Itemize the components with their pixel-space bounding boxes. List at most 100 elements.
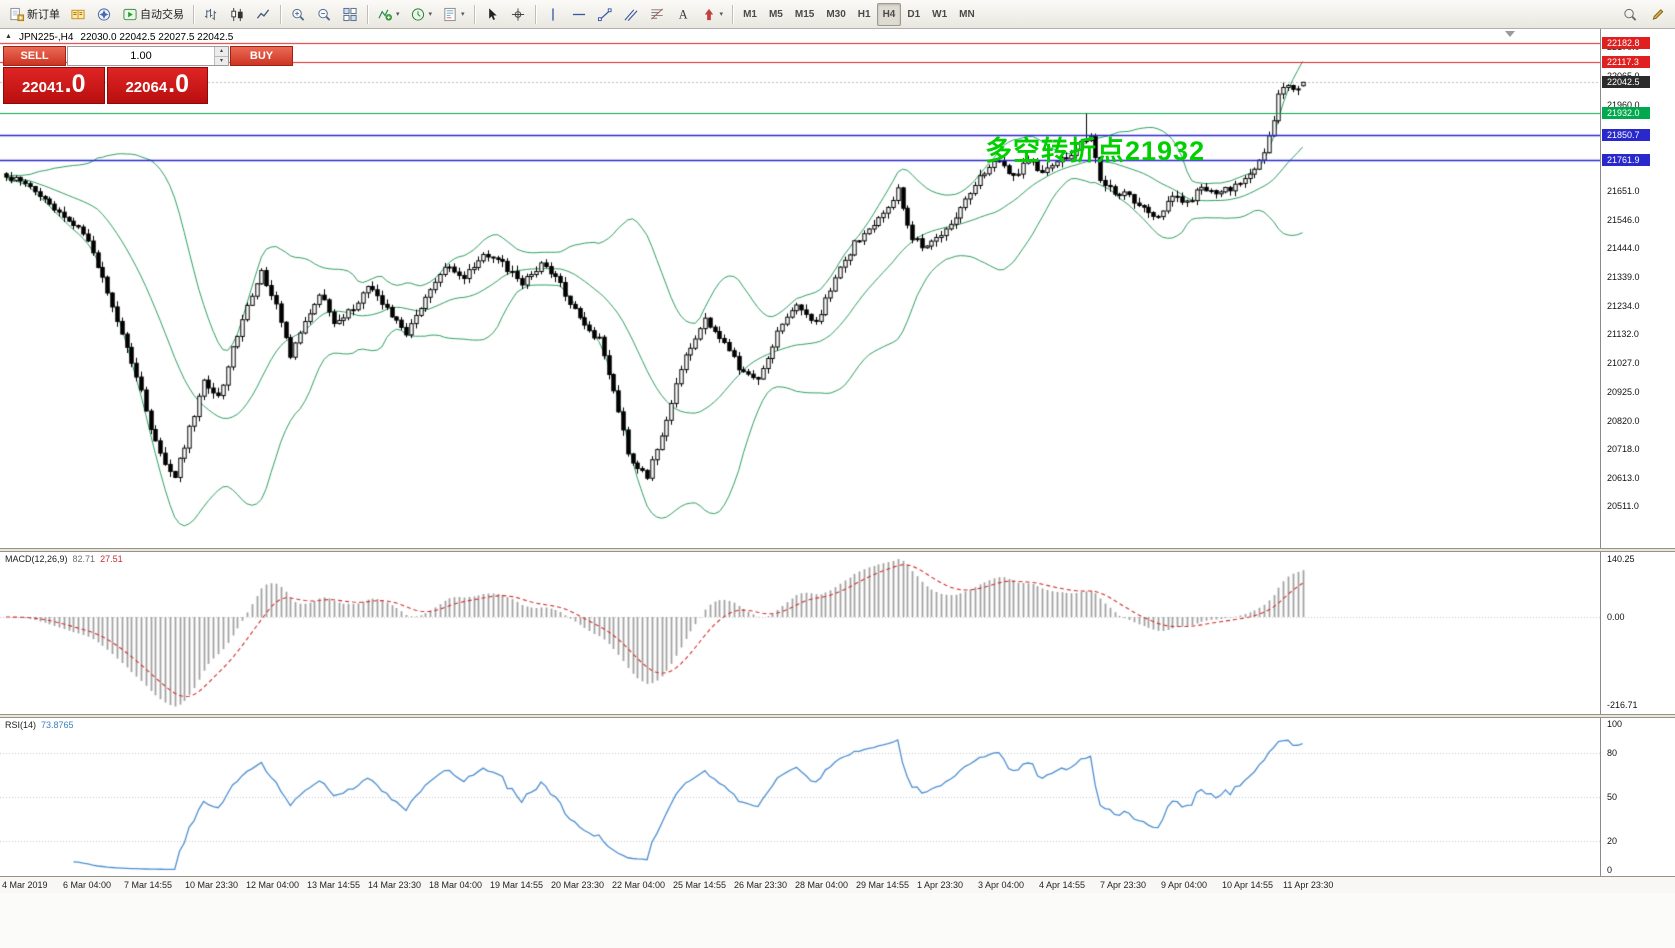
timeframe-m5[interactable]: M5 [768, 8, 783, 20]
vertical-line-button[interactable] [540, 3, 566, 26]
rsi-axis[interactable]: 100 80 50 20 0 [1600, 718, 1675, 876]
cursor-icon [484, 7, 500, 22]
chart-ohlc-values: 22030.0 22042.5 22027.5 22042.5 [80, 32, 234, 43]
bid-price[interactable]: 22041 .0 [3, 67, 105, 104]
time-label: 14 Mar 23:30 [368, 880, 422, 890]
timeframe-h4[interactable]: H4 [876, 2, 902, 26]
volume-input[interactable] [68, 47, 214, 65]
price-tick: 21444.0 [1607, 242, 1640, 253]
rsi-canvas[interactable] [0, 718, 1600, 876]
channel-button[interactable] [618, 3, 644, 26]
level-badge-pivot: 21932.0 [1602, 106, 1650, 119]
window-bottom-area [0, 893, 1675, 948]
fibonacci-button[interactable] [644, 3, 670, 26]
templates-button[interactable]: ▾ [437, 3, 470, 26]
timeframe-h1[interactable]: H1 [857, 8, 871, 20]
market-watch-icon [70, 7, 86, 22]
chart-shift-marker[interactable] [1505, 31, 1515, 37]
volume-up-icon[interactable]: ▴ [215, 47, 228, 57]
zoom-out-button[interactable] [311, 3, 337, 26]
rsi-scale-label: 80 [1607, 748, 1618, 759]
tile-windows-button[interactable] [337, 3, 363, 26]
crosshair-button[interactable] [505, 3, 531, 26]
market-watch-button[interactable] [65, 3, 91, 26]
time-label: 7 Apr 23:30 [1100, 880, 1147, 890]
price-tick: 21339.0 [1607, 272, 1640, 282]
timeframe-m30[interactable]: M30 [826, 8, 846, 20]
text-icon: A [675, 7, 691, 22]
indicators-button[interactable]: ▾ [372, 3, 405, 26]
zoom-in-icon [290, 7, 306, 22]
macd-panel: MACD(12,26,9) 82.71 27.51 140.25 0.00 -216… [0, 552, 1675, 714]
search-button[interactable] [1617, 3, 1643, 26]
timeframe-m1[interactable]: M1 [743, 8, 757, 20]
rsi-name: RSI(14) [5, 720, 37, 730]
time-label: 13 Mar 14:55 [307, 880, 361, 890]
zoom-in-button[interactable] [285, 3, 311, 26]
candlestick-chart-button[interactable] [224, 3, 250, 26]
time-label: 20 Mar 23:30 [551, 880, 605, 890]
sell-button[interactable]: SELL [3, 46, 66, 66]
macd-value: 82.71 [72, 554, 96, 564]
ask-price[interactable]: 22064 .0 [106, 67, 208, 104]
timeframe-m15[interactable]: M15 [794, 8, 815, 20]
time-axis[interactable]: 4 Mar 2019 6 Mar 04:00 7 Mar 14:55 10 Mar 2… [0, 876, 1675, 893]
navigator-button[interactable] [91, 3, 117, 26]
pencil-icon [1650, 7, 1666, 22]
timeframe-mn[interactable]: MN [959, 8, 975, 20]
new-order-button[interactable]: 新订单 [4, 3, 65, 26]
macd-axis[interactable]: 140.25 0.00 -216.71 [1600, 552, 1675, 714]
price-tick: 21132.0 [1607, 329, 1639, 340]
time-label: 12 Mar 04:00 [246, 880, 300, 890]
toolbar-separator [473, 4, 475, 24]
volume-down-icon[interactable]: ▾ [215, 56, 228, 65]
time-label: 10 Mar 23:30 [185, 880, 239, 890]
bars-icon [203, 7, 219, 22]
chart-window: ▲ JPN225-,H4 22030.0 22042.5 22027.5 220… [0, 29, 1675, 948]
bid-pips: .0 [64, 70, 86, 98]
buy-button[interactable]: BUY [230, 46, 293, 66]
one-click-toggle-icon[interactable]: ▲ [5, 33, 12, 40]
rsi-scale-label: 20 [1607, 835, 1618, 846]
arrows-button[interactable]: ▾ [696, 3, 729, 26]
price-axis[interactable]: 22170.022065.021960.021855.021750.021651… [1600, 29, 1675, 548]
cursor-button[interactable] [479, 3, 505, 26]
indicators-icon [377, 7, 393, 22]
price-tick: 22065.0 [1607, 71, 1640, 81]
price-tick: 20511.0 [1607, 501, 1639, 512]
trendline-icon [597, 7, 613, 22]
macd-canvas[interactable] [0, 552, 1600, 714]
toolbar-separator [732, 4, 734, 24]
periods-button[interactable]: ▾ [405, 3, 438, 26]
price-tick: 20820.0 [1607, 415, 1640, 426]
dropdown-caret-icon: ▾ [428, 11, 433, 18]
macd-signal-value: 27.51 [100, 554, 123, 564]
timeframe-d1[interactable]: D1 [907, 8, 921, 20]
autotrading-button-label: 自动交易 [140, 9, 184, 21]
time-label: 4 Apr 14:55 [1039, 880, 1086, 890]
panel-splitter-macd[interactable] [0, 548, 1675, 552]
price-chart-canvas[interactable] [0, 29, 1600, 548]
timeframe-w1[interactable]: W1 [932, 8, 948, 20]
horizontal-line-button[interactable] [566, 3, 592, 26]
bar-chart-button[interactable] [198, 3, 224, 26]
trendline-button[interactable] [592, 3, 618, 26]
level-badge-support: 21761.9 [1602, 153, 1650, 166]
time-label: 4 Mar 2019 [2, 880, 48, 890]
line-icon [255, 7, 271, 22]
level-badge-resistance: 22117.3 [1602, 55, 1650, 68]
hline-icon [571, 7, 587, 22]
quick-edit-button[interactable] [1645, 3, 1671, 26]
price-tick: 20718.0 [1607, 443, 1640, 454]
rsi-scale-label: 0 [1607, 865, 1613, 875]
dropdown-caret-icon: ▾ [396, 11, 400, 18]
line-chart-button[interactable] [250, 3, 276, 26]
autotrading-button[interactable]: 自动交易 [117, 3, 189, 26]
time-label: 11 Apr 23:30 [1283, 880, 1334, 890]
time-label: 10 Apr 14:55 [1222, 880, 1274, 890]
svg-text:A: A [678, 7, 687, 21]
dropdown-caret-icon: ▾ [461, 11, 465, 18]
panel-splitter-rsi[interactable] [0, 714, 1675, 718]
text-label-button[interactable]: A [670, 3, 696, 26]
